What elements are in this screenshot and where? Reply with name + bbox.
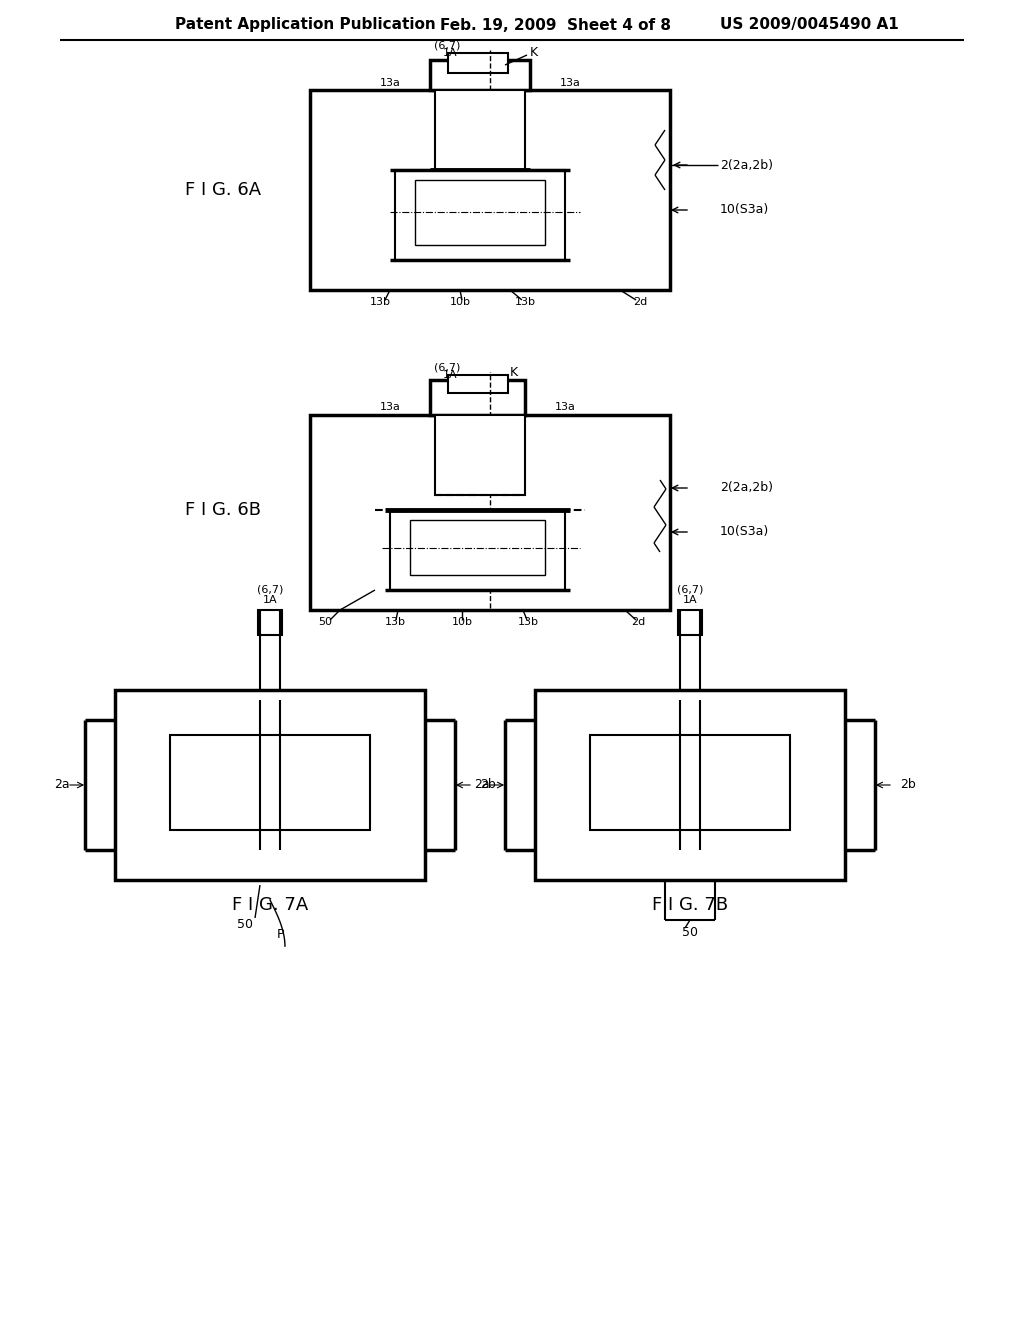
Text: 1A: 1A: [683, 595, 697, 605]
Bar: [390, 510, 565, 590]
Text: 2(2a,2b): 2(2a,2b): [720, 158, 773, 172]
Text: 10b: 10b: [450, 297, 470, 308]
Text: 13b: 13b: [384, 616, 406, 627]
Bar: [430, 59, 530, 90]
Bar: [435, 414, 525, 495]
Text: (6,7): (6,7): [677, 585, 703, 595]
Text: US 2009/0045490 A1: US 2009/0045490 A1: [720, 17, 899, 33]
Text: Patent Application Publication: Patent Application Publication: [175, 17, 436, 33]
Bar: [415, 180, 545, 246]
Bar: [310, 90, 670, 290]
Text: 13b: 13b: [370, 297, 390, 308]
Text: 2b: 2b: [900, 779, 915, 792]
Text: (6,7): (6,7): [257, 585, 284, 595]
Bar: [310, 414, 670, 610]
Text: 13a: 13a: [380, 78, 400, 88]
Text: 10b: 10b: [452, 616, 472, 627]
Text: 13a: 13a: [555, 403, 575, 412]
Text: 2d: 2d: [631, 616, 645, 627]
Bar: [678, 610, 702, 635]
Text: F I G. 6A: F I G. 6A: [185, 181, 261, 199]
Text: 2b: 2b: [480, 779, 496, 792]
Text: 10(S3a): 10(S3a): [720, 203, 769, 216]
Text: 1A: 1A: [263, 595, 278, 605]
Text: Feb. 19, 2009  Sheet 4 of 8: Feb. 19, 2009 Sheet 4 of 8: [440, 17, 671, 33]
Text: 2(2a,2b): 2(2a,2b): [720, 482, 773, 495]
Text: 2a: 2a: [474, 779, 490, 792]
Bar: [258, 610, 282, 635]
Text: 13b: 13b: [514, 297, 536, 308]
Text: (6,7): (6,7): [434, 362, 460, 372]
Bar: [535, 690, 845, 880]
Bar: [170, 735, 370, 830]
Text: 50: 50: [318, 616, 332, 627]
Text: (6,7): (6,7): [434, 40, 460, 50]
Text: P: P: [276, 928, 284, 941]
Text: 10(S3a): 10(S3a): [720, 525, 769, 539]
Text: F I G. 6B: F I G. 6B: [185, 502, 261, 519]
Text: 13b: 13b: [517, 616, 539, 627]
Bar: [449, 53, 508, 73]
Bar: [435, 90, 525, 170]
Bar: [115, 690, 425, 880]
Bar: [430, 380, 525, 414]
Bar: [449, 375, 508, 393]
Text: 2d: 2d: [633, 297, 647, 308]
Text: 50: 50: [237, 919, 253, 932]
Text: 1A: 1A: [442, 370, 458, 380]
Text: F I G. 7A: F I G. 7A: [231, 896, 308, 913]
Text: K: K: [530, 45, 539, 58]
Text: 2a: 2a: [54, 779, 70, 792]
Text: K: K: [510, 366, 518, 379]
Text: 50: 50: [682, 925, 698, 939]
Text: 1A: 1A: [442, 48, 458, 58]
Text: 13a: 13a: [380, 403, 400, 412]
Bar: [395, 170, 565, 260]
Bar: [590, 735, 790, 830]
Text: F I G. 7B: F I G. 7B: [652, 896, 728, 913]
Bar: [410, 520, 545, 576]
Text: 13a: 13a: [559, 78, 581, 88]
